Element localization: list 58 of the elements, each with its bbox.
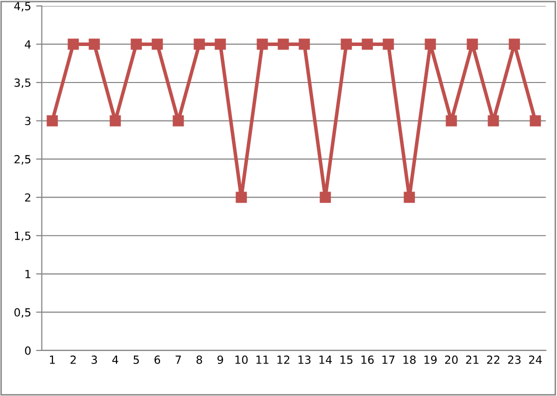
point (278, 38, 289, 50)
y-tick-label: 0,5 (14, 308, 30, 318)
y-tick-label: 1,5 (14, 232, 30, 242)
x-tick-label: 18 (403, 356, 416, 364)
point (194, 38, 205, 50)
y-tick-label: 2 (25, 193, 30, 202)
x-tick-label: 3 (92, 356, 97, 364)
x-tick-label: 10 (235, 356, 248, 364)
y-tick-label: 2,5 (14, 155, 30, 165)
point (466, 38, 478, 50)
point (236, 192, 247, 203)
x-tick-label: 11 (256, 356, 268, 364)
x-tick-label: 12 (277, 356, 290, 364)
x-tick-label: 23 (508, 356, 521, 364)
point (488, 115, 499, 126)
y-tick-label: 3,5 (14, 78, 30, 88)
x-tick-label: 1 (50, 356, 55, 364)
point (110, 115, 121, 126)
x-tick-label: 5 (134, 356, 139, 364)
y-tick-label: 1 (26, 270, 30, 278)
point (508, 38, 520, 50)
x-tick-label: 15 (340, 356, 352, 364)
point (298, 38, 310, 50)
point (340, 38, 352, 50)
x-tick-label: 16 (361, 356, 374, 364)
x-tick-label: 19 (424, 356, 437, 364)
y-tick-label: 0 (25, 346, 31, 355)
x-tick-label: 9 (217, 356, 224, 364)
point (320, 192, 331, 203)
x-tick-label: 13 (298, 356, 310, 364)
x-tick-label: 20 (445, 356, 458, 364)
point (152, 38, 163, 50)
y-tick-label: 3 (25, 116, 30, 126)
point (424, 38, 436, 50)
point (382, 38, 394, 50)
x-tick-label: 14 (319, 356, 332, 364)
x-tick-label: 7 (176, 356, 181, 364)
x-tick-label: 24 (529, 356, 542, 364)
x-tick-label: 17 (382, 356, 394, 364)
point (362, 38, 373, 50)
point (88, 38, 100, 50)
point (256, 38, 268, 50)
point (130, 38, 142, 50)
x-tick-label: 21 (466, 356, 478, 364)
point (404, 192, 415, 203)
x-tick-label: 22 (487, 356, 500, 364)
point (530, 115, 541, 126)
point (214, 38, 226, 50)
point (68, 38, 79, 50)
point (446, 115, 457, 126)
x-tick-label: 2 (70, 356, 76, 364)
point (172, 115, 184, 126)
x-tick-label: 6 (154, 356, 160, 364)
y-tick-label: 4 (24, 40, 31, 48)
x-tick-label: 8 (196, 356, 202, 364)
point (46, 115, 58, 126)
y-tick-label: 4,5 (14, 2, 30, 12)
x-tick-label: 4 (112, 356, 118, 364)
